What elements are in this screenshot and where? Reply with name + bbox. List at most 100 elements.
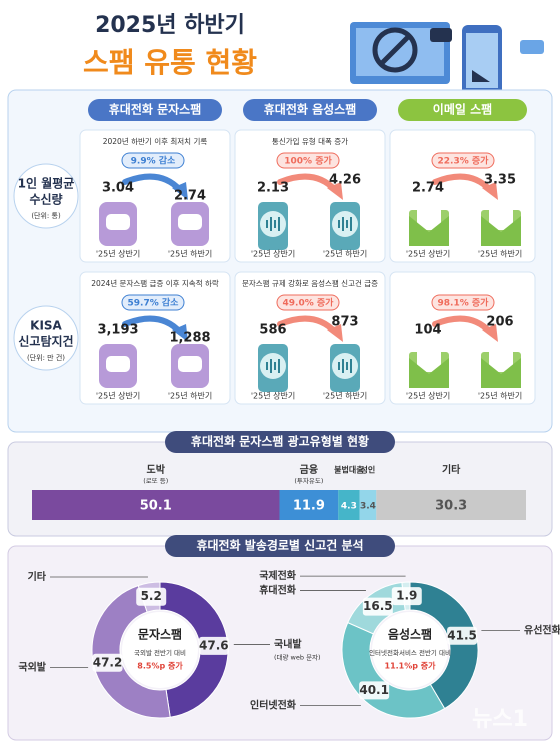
segment-label: 성인 [361, 465, 376, 475]
donut-center [122, 612, 198, 688]
segment-value: 11.9 [293, 499, 325, 514]
voice-icon [260, 211, 286, 237]
period: '25년 상반기 [406, 391, 450, 401]
value: 873 [331, 315, 358, 330]
segment-value: 50.1 [140, 499, 172, 514]
value-box [447, 626, 478, 645]
period: '25년 하반기 [478, 391, 522, 401]
row-label: 1인 월평균 [18, 176, 75, 191]
message-bubble [106, 356, 130, 372]
segment-label: 불법대출 [334, 465, 364, 475]
slice-value: 47.2 [93, 655, 123, 669]
segment-label: 기타 [442, 463, 461, 476]
ad-type-panel [7, 441, 553, 537]
value: 3.35 [484, 173, 516, 188]
cell-note: 문자스팸 규제 강화로 음성스팸 신고건 급증 [242, 278, 378, 288]
slice-value: 47.6 [199, 638, 229, 652]
change-pill [431, 294, 495, 311]
change: 9.9% 감소 [131, 155, 176, 167]
segment-label: 금융 [300, 464, 318, 476]
section-header-bg [165, 535, 395, 557]
value-box [359, 681, 390, 700]
voice-icon [260, 353, 286, 379]
segment-note: (투자유도) [294, 476, 323, 485]
segment-note: (로또 등) [143, 477, 168, 485]
section-header: 휴대전화 문자스팸 광고유형별 현황 [191, 434, 369, 449]
message-bubble [178, 356, 202, 372]
change-pill [121, 294, 185, 311]
value: 104 [414, 323, 441, 338]
slice-value: 41.5 [447, 628, 477, 642]
period: '25년 하반기 [323, 249, 367, 259]
change: 22.3% 증가 [438, 155, 490, 167]
slice-label: 유선전화 [524, 623, 560, 636]
value-box [198, 636, 229, 655]
message-bubble [106, 214, 130, 230]
period: '25년 상반기 [406, 249, 450, 259]
period: '25년 하반기 [168, 249, 212, 259]
trend-arrow-head [172, 324, 188, 342]
slice-note: (대량 web 문자) [274, 652, 321, 661]
letter [417, 202, 441, 230]
slice-label: 국제전화 [259, 569, 297, 582]
illustration [350, 22, 544, 97]
voice-icon [332, 211, 358, 237]
bar-segment [338, 490, 360, 520]
segment-value: 30.3 [435, 499, 467, 514]
voice-icon [332, 353, 358, 379]
period: '25년 상반기 [96, 249, 140, 259]
cell-note: 통신가입 유형 대폭 증가 [272, 137, 348, 146]
period: '25년 하반기 [478, 249, 522, 259]
row-label: KISA [30, 319, 62, 333]
envelope-flap [481, 358, 521, 388]
trend-arrow-head [327, 182, 343, 200]
period: '25년 하반기 [323, 391, 367, 401]
trend-arrow-head [327, 324, 343, 342]
trend-arrow-head [172, 182, 188, 200]
cell-note: 2020년 하반기 이후 최저치 기록 [103, 136, 208, 146]
value: 4.26 [329, 173, 361, 188]
watermark: 뉴스1 [472, 707, 528, 732]
envelope-flap [409, 358, 449, 388]
value: 2.13 [257, 181, 289, 196]
letter [489, 202, 513, 230]
envelope-flap [409, 216, 449, 246]
value-box [136, 587, 167, 606]
slice-value: 16.5 [363, 599, 393, 613]
column-header-bg [88, 99, 222, 121]
column-header: 휴대전화 문자스팸 [109, 102, 202, 117]
donut-slice [159, 581, 229, 718]
value: 2.74 [412, 181, 444, 196]
slice-value: 5.2 [141, 589, 162, 603]
bar-segment [359, 490, 377, 520]
change-pill [121, 152, 185, 169]
trend-arrow-head [482, 182, 498, 200]
value: 2.74 [174, 189, 206, 204]
value: 3,193 [97, 323, 138, 338]
column-header-bg [243, 99, 377, 121]
value: 586 [259, 323, 286, 338]
center-note: 국외발 전반기 대비 [134, 648, 186, 657]
value: 3.04 [102, 181, 134, 196]
donut-center [372, 612, 448, 688]
column-header-bg [398, 99, 527, 121]
row-label-bg [13, 163, 79, 229]
row-label: 수신량 [29, 192, 62, 207]
center-title: 문자스팸 [138, 627, 182, 642]
section-header: 휴대전화 발송경로별 신고건 분석 [196, 538, 363, 553]
change-pill [276, 294, 340, 311]
value: 206 [486, 315, 513, 330]
slice-label: 인터넷전화 [250, 698, 297, 711]
change: 100% 증가 [284, 155, 332, 167]
subtitle: 스팸 유통 현황 [83, 46, 257, 79]
center-change: 8.5%p 증가 [137, 661, 183, 671]
trend-arrow-head [482, 324, 498, 342]
slice-label: 휴대전화 [259, 584, 297, 597]
change-pill [431, 152, 495, 169]
column-header: 이메일 스팸 [433, 102, 492, 117]
slice-value: 40.1 [359, 683, 389, 697]
value-box [92, 653, 123, 672]
period: '25년 하반기 [168, 391, 212, 401]
